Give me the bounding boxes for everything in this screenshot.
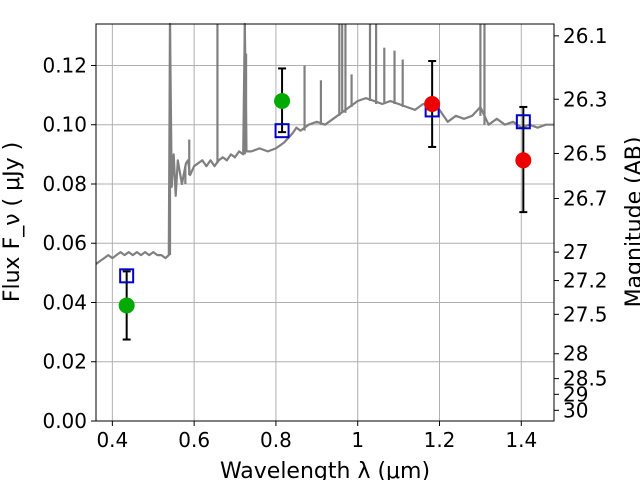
y-tick-label: 0.10 (42, 113, 87, 137)
x-tick-label: 0.4 (96, 428, 128, 452)
x-tick-label: 1 (351, 428, 364, 452)
y-tick-label: 0.00 (42, 409, 87, 433)
y2-tick-label: 27 (563, 240, 588, 264)
model-square-marker (515, 114, 531, 130)
plot-frame (95, 23, 555, 422)
markers (118, 93, 532, 314)
x-tick-label: 0.6 (178, 428, 210, 452)
y2-tick-label: 30 (563, 398, 588, 422)
green-observed-point (118, 297, 135, 314)
y2-tick-label: 27.5 (563, 302, 608, 326)
grid (96, 24, 554, 422)
y2-axis-label: Magnitude (AB) (622, 137, 640, 308)
y2-tick-label: 28.5 (563, 367, 608, 391)
x-tick-label: 1.2 (424, 428, 456, 452)
y2-tick-label: 26.1 (563, 24, 608, 48)
x-tick-label: 1.4 (505, 428, 537, 452)
y-axis-ticks: 0.00 0.02 0.04 0.06 0.08 0.10 0.12 (42, 53, 96, 433)
spectrum-layer (95, 22, 554, 265)
y-tick-label: 0.12 (42, 53, 87, 77)
red-observed-point (515, 152, 532, 169)
y-tick-label: 0.02 (42, 350, 87, 374)
model-square-marker (274, 123, 290, 139)
spectrum-line (95, 22, 554, 265)
green-observed-point (274, 93, 291, 110)
y-axis-label: Flux F_ν ( μJy ) (0, 142, 25, 302)
y2-tick-label: 28 (563, 342, 588, 366)
y-tick-label: 0.08 (42, 172, 87, 196)
y-tick-label: 0.06 (42, 231, 87, 255)
y2-tick-label: 26.3 (563, 87, 608, 111)
plot-background (96, 24, 554, 421)
y2-tick-label: 29 (563, 382, 588, 406)
y2-tick-label: 26.7 (563, 187, 608, 211)
red-observed-point (424, 95, 441, 112)
x-tick-label: 0.8 (260, 428, 292, 452)
model-square-marker (119, 268, 135, 284)
x-axis-ticks: 0.4 0.6 0.8 1 1.2 1.4 (96, 421, 537, 452)
y2-tick-label: 27.2 (563, 269, 608, 293)
x-axis-label: Wavelength λ (μm) (220, 459, 430, 480)
y2-tick-label: 26.5 (563, 141, 608, 165)
y-tick-label: 0.04 (42, 290, 87, 314)
